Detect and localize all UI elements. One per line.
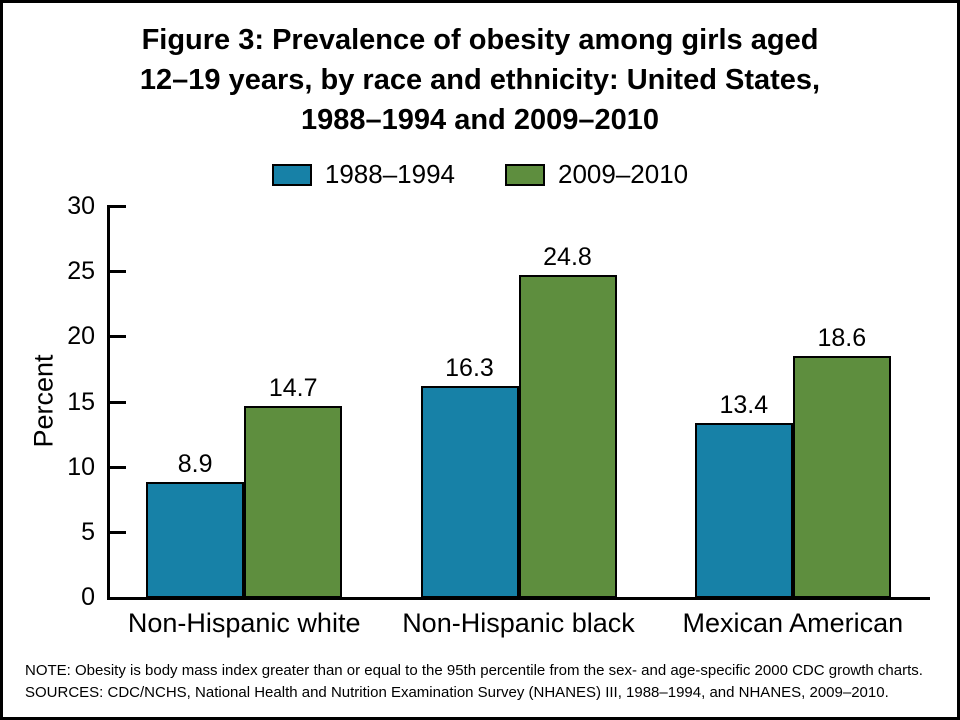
y-tick-label: 5: [81, 517, 95, 546]
y-tick-label: 20: [67, 322, 95, 351]
bar-value-label: 13.4: [719, 391, 769, 420]
bar-series-1: [420, 385, 519, 598]
legend-item-series-2: 2009–2010: [505, 159, 688, 190]
y-tick-mark: [107, 270, 126, 274]
legend-item-series-1: 1988–1994: [271, 159, 455, 190]
note-line: NOTE: Obesity is body mass index greater…: [25, 662, 923, 679]
chart-title-line-1: Figure 3: Prevalence of obesity among gi…: [141, 24, 819, 56]
chart-title-line-3: 1988–1994 and 2009–2010: [301, 104, 659, 136]
y-tick-mark: [107, 465, 126, 469]
x-category-label: Non-Hispanic white: [127, 608, 361, 638]
legend-swatch-series-1: [271, 163, 312, 186]
y-tick-mark: [107, 400, 126, 404]
bar-value-label: 18.6: [817, 323, 867, 352]
y-tick-mark: [107, 205, 126, 208]
bar-series-2: [518, 274, 617, 598]
chart-title: Figure 3: Prevalence of obesity among gi…: [0, 20, 960, 140]
chart-title-line-2: 12–19 years, by race and ethnicity: Unit…: [139, 64, 821, 96]
y-tick-label: 10: [67, 452, 95, 481]
legend-label-series-2: 2009–2010: [558, 159, 689, 189]
x-category-label: Mexican American: [682, 608, 904, 638]
bar-value-label: 8.9: [177, 450, 213, 478]
bar-value-label: 24.8: [543, 242, 592, 271]
bar-series-2: [792, 355, 891, 598]
legend-swatch-series-2: [505, 163, 545, 186]
bar-value-label: 14.7: [268, 374, 318, 403]
y-tick-label: 0: [81, 583, 95, 611]
footnotes: NOTE: Obesity is body mass index greater…: [25, 660, 940, 704]
sources-line: SOURCES: CDC/NCHS, National Health and N…: [25, 684, 889, 701]
bar-series-2: [244, 406, 343, 598]
x-category-label: Non-Hispanic black: [402, 608, 635, 638]
bar-series-1: [694, 423, 793, 598]
bar-series-1: [146, 482, 245, 598]
x-axis-line: [107, 597, 930, 600]
y-tick-mark: [107, 335, 126, 339]
bar-value-label: 16.3: [445, 353, 494, 382]
legend-label-series-1: 1988–1994: [324, 159, 455, 189]
y-tick-label: 25: [67, 257, 95, 286]
y-tick-mark: [107, 530, 126, 534]
y-tick-label: 30: [67, 192, 95, 220]
y-tick-label: 15: [67, 387, 95, 416]
legend: 1988–1994 2009–2010: [30, 159, 930, 190]
